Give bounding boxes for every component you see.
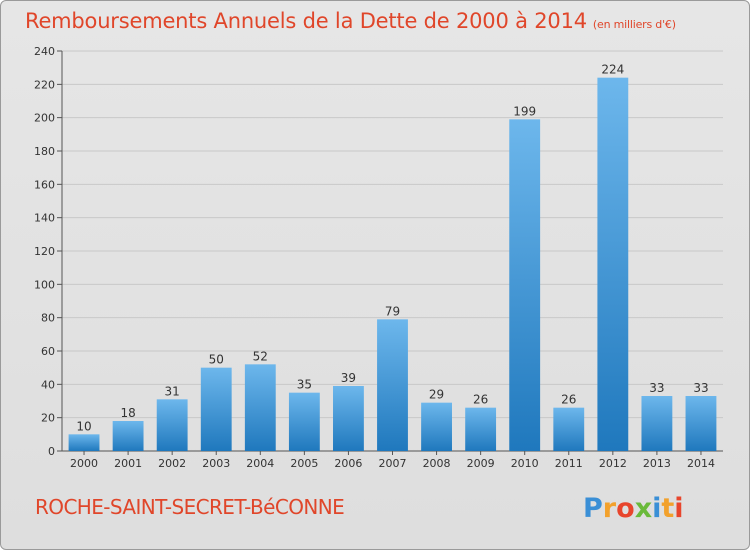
y-tick-label: 240	[34, 45, 55, 58]
data-label: 39	[341, 371, 356, 385]
bar	[244, 364, 276, 451]
bar	[112, 421, 144, 451]
chart-title-text: Remboursements Annuels de la Dette de 20…	[25, 9, 587, 33]
data-label: 35	[297, 378, 312, 392]
chart-title: Remboursements Annuels de la Dette de 20…	[25, 9, 676, 33]
y-tick-label: 0	[48, 445, 55, 458]
x-tick-label: 2012	[599, 457, 627, 470]
bar	[465, 407, 497, 451]
y-tick-label: 220	[34, 78, 55, 91]
y-tick-label: 80	[41, 312, 55, 325]
bar	[68, 434, 100, 451]
data-label: 26	[473, 393, 488, 407]
data-label: 26	[561, 393, 576, 407]
data-label: 18	[120, 406, 135, 420]
x-tick-label: 2010	[511, 457, 539, 470]
bar	[553, 407, 585, 451]
data-label: 50	[209, 353, 224, 367]
svg-text:Proxiti: Proxiti	[583, 493, 684, 524]
x-tick-label: 2002	[158, 457, 186, 470]
x-tick-label: 2008	[423, 457, 451, 470]
x-tick-label: 2006	[334, 457, 362, 470]
x-tick-label: 2009	[467, 457, 495, 470]
bar	[421, 402, 452, 451]
data-label: 79	[385, 304, 400, 318]
y-tick-label: 180	[34, 145, 55, 158]
y-tick-label: 200	[34, 112, 55, 125]
data-label: 31	[165, 384, 180, 398]
bar	[685, 396, 717, 451]
y-tick-labels: 0 20 40 60 80 100 120 140 160 180 200 220 240	[34, 45, 55, 458]
bar	[288, 392, 320, 451]
y-tick-label: 100	[34, 278, 55, 291]
y-tick-label: 120	[34, 245, 55, 258]
chart-unit: (en milliers d'€)	[592, 18, 676, 31]
y-tick-label: 60	[41, 345, 55, 358]
y-tick-label: 20	[41, 412, 55, 425]
bar	[377, 319, 408, 451]
bars	[68, 77, 717, 452]
bar	[597, 77, 629, 452]
x-tick-label: 2003	[202, 457, 230, 470]
y-tick-label: 140	[34, 212, 55, 225]
x-tick-label: 2007	[379, 457, 407, 470]
x-tick-label: 2014	[687, 457, 715, 470]
x-tick-labels: 2000 2001 2002 2003 2004 2005 2006 2007 2008 2009…	[70, 457, 715, 470]
bar	[333, 386, 364, 451]
data-labels: 10 18 31 50 52 35 39 79 29 26 199 26 224 33 33	[76, 63, 708, 434]
x-tick-label: 2005	[290, 457, 318, 470]
x-tick-label: 2001	[114, 457, 142, 470]
data-label: 33	[693, 381, 708, 395]
data-label: 10	[76, 419, 91, 433]
bar	[156, 399, 188, 451]
y-tick-label: 40	[41, 378, 55, 391]
data-label: 199	[513, 104, 536, 118]
bar	[200, 367, 232, 451]
bar	[509, 119, 541, 451]
x-tick-label: 2011	[555, 457, 583, 470]
commune-name: ROCHE-SAINT-SECRET-BéCONNE	[35, 495, 345, 519]
x-tick-label: 2013	[643, 457, 671, 470]
y-tick-label: 160	[34, 178, 55, 191]
data-label: 29	[429, 388, 444, 402]
proxiti-logo: Proxiti	[583, 493, 684, 524]
data-label: 224	[601, 63, 624, 77]
x-tick-label: 2000	[70, 457, 98, 470]
data-label: 52	[253, 349, 268, 363]
data-label: 33	[649, 381, 664, 395]
x-tick-label: 2004	[246, 457, 274, 470]
bar	[641, 396, 673, 451]
